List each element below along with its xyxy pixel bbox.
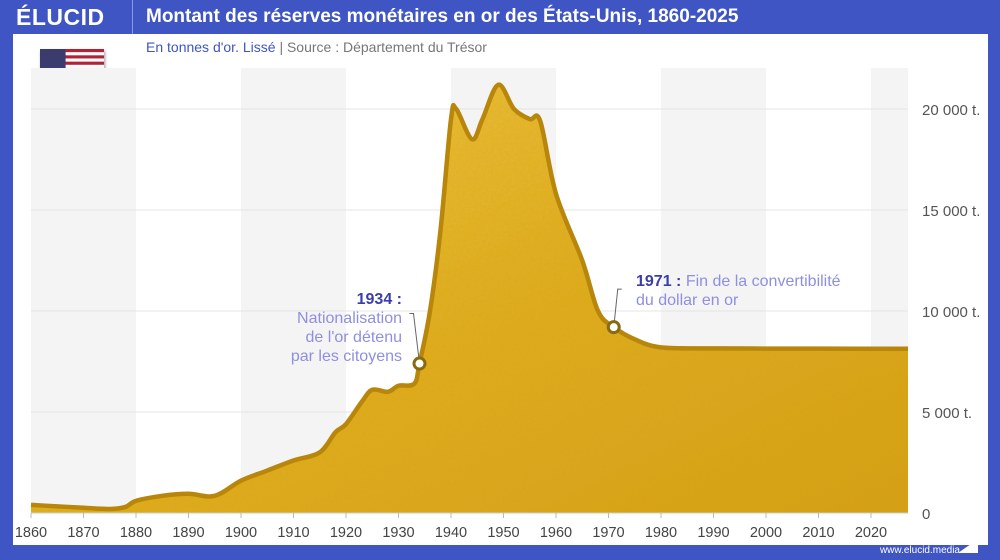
annotation-line: Fin de la convertibilité [685,273,841,290]
annotation-leader [409,313,420,364]
y-tick-label: 10 000 t. [922,304,980,321]
y-tick-label: 20 000 t. [922,102,980,119]
unit-note: En tonnes d'or. Lissé [146,39,276,55]
footer-url[interactable]: www.elucid.media [879,545,960,556]
annotation-point [412,356,427,371]
x-tick-label: 1940 [435,525,467,541]
y-tick-label: 5 000 t. [922,405,972,422]
annotation-year: 1934 : [356,291,402,308]
subtitle-separator: | [279,39,284,55]
elucid-mark-icon [958,539,978,553]
annotation-line: du dollar en or [636,292,739,309]
annotation-year: 1971 : [636,273,682,290]
header-divider [132,0,133,34]
annotation-1934: 1934 : Nationalisation de l'or détenu pa… [262,290,402,366]
x-tick-label: 1930 [382,525,414,541]
x-tick-label: 1960 [540,525,572,541]
annotation-1971: 1971 : Fin de la convertibilité du dolla… [636,272,916,310]
chart-subtitle: En tonnes d'or. Lissé | Source : Départe… [146,39,487,55]
annotation-line: par les citoyens [290,348,402,365]
x-tick-label: 1950 [487,525,519,541]
background-band [31,68,136,513]
x-tick-label: 2010 [802,525,834,541]
x-tick-label: 1970 [592,525,624,541]
x-tick-label: 2000 [750,525,782,541]
x-tick-label: 1890 [172,525,204,541]
x-tick-label: 1910 [277,525,309,541]
x-tick-label: 1920 [330,525,362,541]
y-tick-label: 0 [922,506,930,523]
elucid-logo: ÉLUCID [16,4,105,30]
annotation-line: Nationalisation [297,310,402,327]
x-tick-label: 1990 [697,525,729,541]
annotation-line: de l'or détenu [305,329,402,346]
gold-area [31,84,908,514]
chart-title: Montant des réserves monétaires en or de… [146,6,739,27]
x-tick-label: 2020 [855,525,887,541]
x-tick-label: 1860 [15,525,47,541]
x-tick-label: 1880 [120,525,152,541]
x-tick-label: 1980 [645,525,677,541]
annotation-point [606,320,621,335]
source-note: Source : Département du Trésor [286,39,487,55]
y-tick-label: 15 000 t. [922,203,980,220]
x-tick-label: 1870 [67,525,99,541]
x-tick-label: 1900 [225,525,257,541]
annotation-leader [613,288,622,328]
gold-line [30,82,909,512]
header: ÉLUCID Montant des réserves monétaires e… [0,0,1000,34]
